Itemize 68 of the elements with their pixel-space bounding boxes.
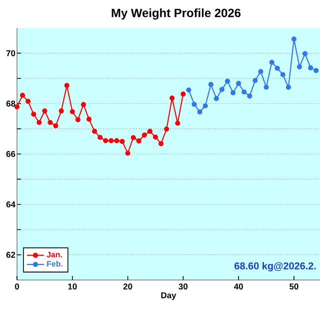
point	[36, 120, 42, 126]
y-tick-label: 64	[6, 201, 16, 208]
point	[219, 86, 225, 92]
point	[120, 138, 125, 144]
x-tick-label: 30	[178, 284, 188, 290]
point	[64, 82, 70, 88]
point	[180, 91, 186, 97]
point	[86, 116, 92, 122]
point	[108, 138, 114, 144]
point	[53, 123, 58, 128]
point	[230, 90, 236, 96]
point	[58, 108, 64, 114]
point	[208, 82, 214, 87]
point	[170, 96, 175, 101]
point	[242, 89, 247, 95]
y-tick-label: 68	[6, 100, 16, 107]
point	[291, 36, 297, 42]
x-axis-title: Day	[161, 292, 176, 300]
point	[142, 132, 147, 138]
point	[296, 64, 302, 70]
y-tick-label: 66	[6, 151, 16, 157]
point	[197, 109, 202, 114]
point	[258, 69, 264, 74]
point	[136, 138, 142, 144]
x-tick-label: 10	[68, 284, 77, 290]
point	[302, 51, 308, 56]
point	[252, 78, 258, 83]
point	[20, 92, 26, 98]
point	[314, 68, 319, 74]
point	[269, 60, 274, 65]
chart-title: My Weight Profile 2026	[112, 8, 241, 20]
point	[175, 120, 180, 126]
point	[164, 126, 170, 132]
point	[80, 102, 86, 108]
x-tick-label: 40	[234, 284, 243, 290]
point	[98, 134, 103, 140]
x-tick-label: 50	[290, 284, 298, 290]
point	[152, 134, 158, 140]
y-tick-label: 62	[6, 252, 16, 258]
point	[274, 66, 280, 71]
point	[214, 96, 219, 102]
annotation: 68.60 kg@2026.2.	[234, 262, 316, 272]
x-tick-label: 20	[123, 284, 132, 290]
point	[70, 109, 75, 114]
point	[192, 102, 197, 107]
point	[92, 128, 98, 134]
point	[114, 138, 120, 144]
point	[280, 72, 286, 78]
point	[31, 112, 36, 117]
point	[48, 120, 53, 126]
point	[147, 128, 152, 134]
point	[236, 80, 242, 86]
point	[186, 87, 192, 93]
point	[125, 150, 130, 156]
point	[308, 65, 314, 70]
point	[103, 138, 108, 144]
point	[75, 117, 80, 122]
point	[202, 103, 208, 108]
point	[264, 84, 269, 90]
point	[130, 135, 136, 140]
point	[26, 98, 31, 104]
point	[224, 78, 230, 84]
point	[42, 108, 48, 114]
point	[158, 141, 164, 146]
point	[286, 84, 291, 90]
y-tick-label: 70	[6, 50, 16, 56]
x-tick-label: 0	[14, 284, 20, 290]
point	[247, 93, 252, 99]
